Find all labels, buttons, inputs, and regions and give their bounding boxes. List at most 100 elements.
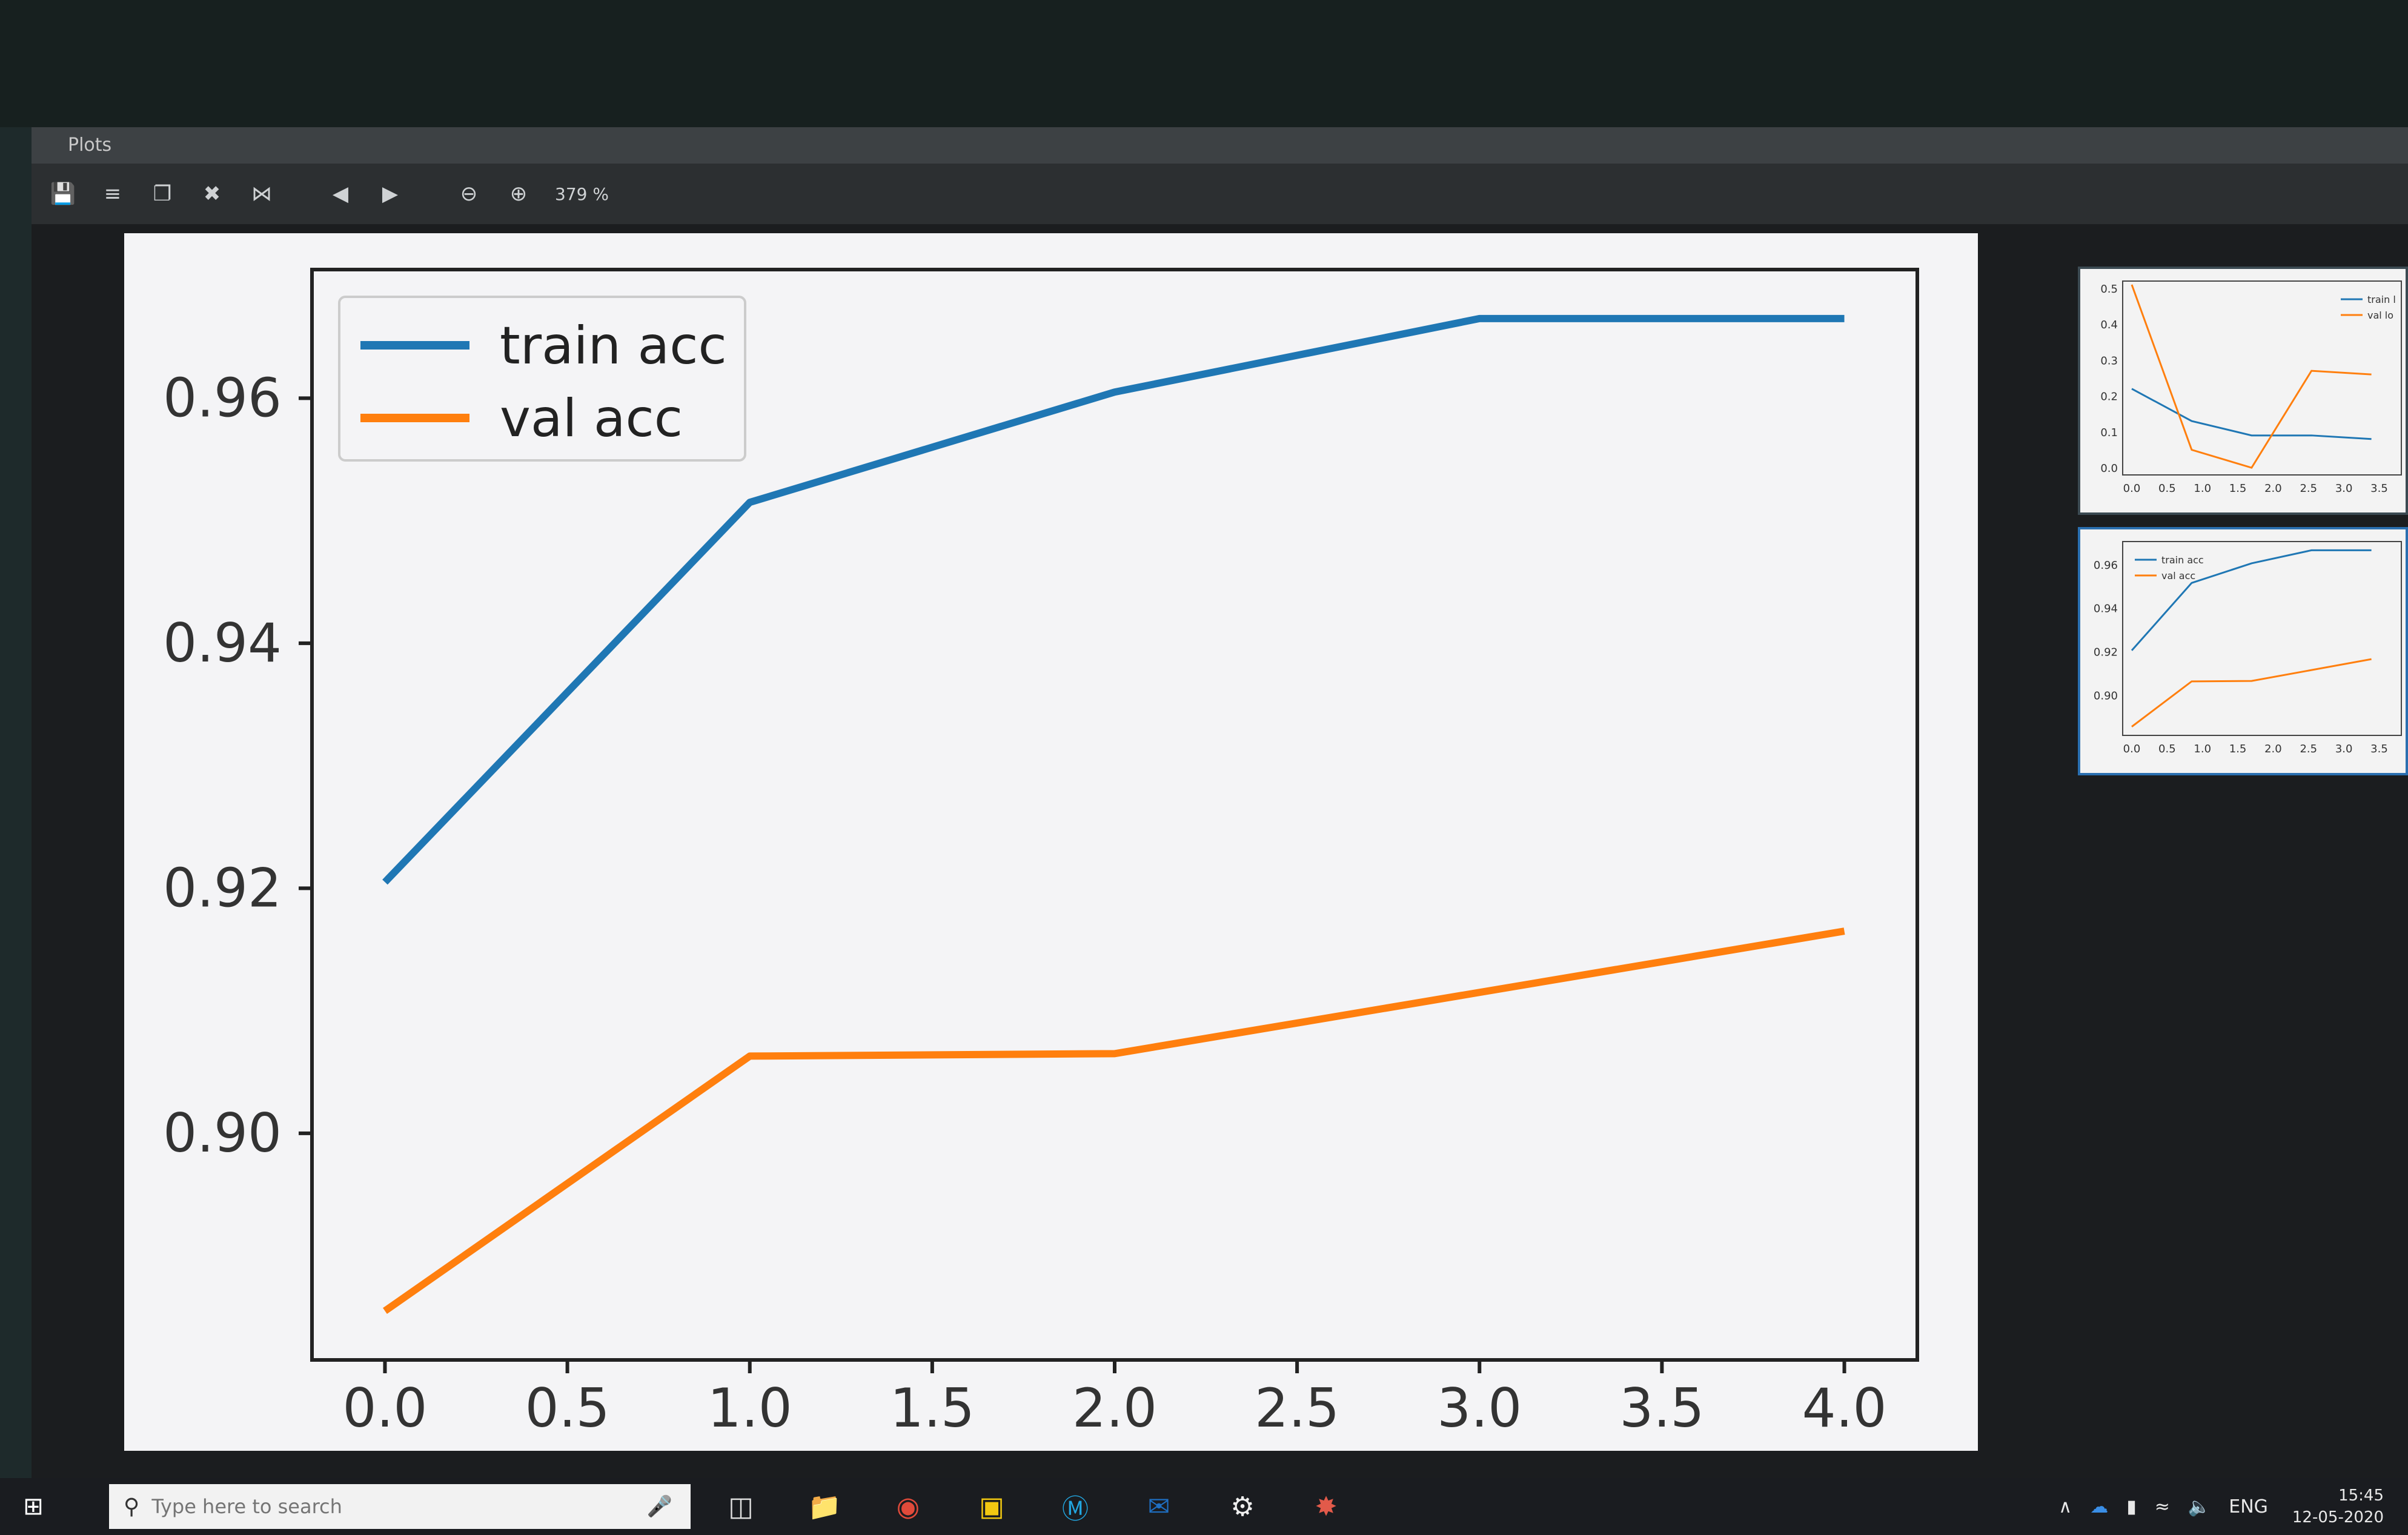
pane-titlebar: Plots [32,127,2408,164]
thumb-x-tick-label: 0.0 [2123,743,2141,755]
thumb-x-tick-label: 2.0 [2264,743,2282,755]
x-tick-label: 4.0 [1802,1377,1887,1439]
x-tick-label: 2.5 [1255,1377,1339,1439]
thumb-x-tick-label: 2.5 [2300,743,2317,755]
save-all-plots-button[interactable]: ≡ [95,176,131,212]
copy-plot-button[interactable]: ❐ [144,176,181,212]
clock-time: 15:45 [2338,1487,2384,1505]
series-line-val-acc [383,927,1845,1315]
monitor-bezel [0,0,2408,127]
zoom-out-icon: ⊖ [460,182,478,206]
language-indicator[interactable]: ENG [2229,1496,2268,1517]
clock[interactable]: 15:45 12-05-2020 [2292,1485,2384,1528]
taskbar-search[interactable]: ⚲ 🎤 [109,1484,691,1529]
search-input[interactable] [150,1494,614,1519]
floppy-disk-icon: 💾 [50,182,76,206]
thumb-legend-label: train acc [2161,554,2204,566]
zoom-out-button[interactable]: ⊖ [451,176,487,212]
thumb-y-tick-label: 0.2 [2100,391,2118,403]
x-tick-label: 1.5 [890,1377,975,1439]
x-tick-label: 1.0 [708,1377,792,1439]
y-tick-label: 0.96 [163,366,282,429]
volume-icon[interactable]: 🔈 [2187,1496,2211,1517]
start-button[interactable]: ⊞ [0,1478,67,1535]
onedrive-cloud-icon[interactable]: ☁ [2090,1496,2109,1517]
x-tick-label: 2.0 [1072,1377,1157,1439]
thumbnail-accuracy-plot[interactable]: 0.90 0.92 0.94 0.96 0.0 0.5 1.0 1.5 2.0 2.5 3.0 3.5… [2078,527,2408,775]
thumb-x-tick-label: 3.0 [2335,482,2353,495]
battery-icon[interactable]: ▮ [2126,1496,2137,1517]
zoom-in-button[interactable]: ⊕ [500,176,537,212]
arrow-right-circle-icon: ▶ [382,182,399,206]
remove-all-plots-button[interactable]: ⋈ [244,176,280,212]
thumb-series-line [2131,388,2372,440]
thumb-x-tick-label: 0.5 [2158,743,2176,755]
thumb-x-tick-label: 3.5 [2370,482,2388,495]
thumbnail-chart-2: 0.90 0.92 0.94 0.96 0.0 0.5 1.0 1.5 2.0 2.5 3.0 3.5… [2094,541,2402,755]
thumbnail-loss-plot[interactable]: 0.0 0.1 0.2 0.3 0.4 0.5 0.0 0.5 1.0 1.5 2.0 2.5 3.0 3… [2078,267,2408,515]
pane-title: Plots [68,134,112,156]
x-tick-label: 3.0 [1437,1377,1522,1439]
thumb-legend-label: train l [2367,294,2396,305]
thumb-x-tick-label: 1.0 [2194,743,2211,755]
thumb-series-line [2131,658,2372,728]
thumb-x-tick-label: 3.0 [2335,743,2353,755]
system-tray: ∧ ☁ ▮ ≈ 🔈 ENG 15:45 12-05-2020 [2040,1478,2384,1535]
x-tick-label: 0.5 [525,1377,610,1439]
legend-label: train acc [500,316,727,376]
thumb-y-tick-label: 0.3 [2100,354,2118,367]
spyder-icon[interactable]: ✸ [1315,1491,1338,1522]
thumb-x-tick-label: 2.0 [2264,482,2282,495]
thumb-y-tick-label: 0.92 [2094,646,2118,659]
thumb-y-tick-label: 0.1 [2100,426,2118,439]
windows-logo-icon: ⊞ [23,1493,44,1520]
thumb-x-tick-label: 0.0 [2123,482,2141,495]
legend: train acc val acc [338,296,746,462]
x-tick-label: 3.5 [1619,1377,1704,1439]
accuracy-chart: 0.0 0.5 1.0 1.5 2.0 2.5 3.0 3.5 4.0 0.90 0.92 0.94 0… [163,268,1919,1439]
save-all-icon: ≡ [104,182,122,206]
skype-icon[interactable]: Ⓜ [1062,1494,1089,1525]
thumb-legend-label: val acc [2161,570,2195,582]
thumb-y-tick-label: 0.0 [2100,462,2118,475]
wifi-icon[interactable]: ≈ [2154,1496,2170,1517]
file-explorer-icon[interactable]: 📁 [808,1491,841,1522]
taskbar: ⊞ ⚲ 🎤 ◫ 📁 ◉ ▣ Ⓜ ✉ ⚙ ✸ ∧ ☁ ▮ ≈ 🔈 ENG 15:4… [0,1478,2408,1535]
search-icon: ⚲ [124,1494,140,1519]
x-tick-label: 0.0 [342,1377,427,1439]
settings-gear-icon[interactable]: ⚙ [1230,1491,1255,1522]
save-plot-button[interactable]: 💾 [45,176,81,212]
close-all-icon: ⋈ [251,182,272,206]
task-view-icon[interactable]: ◫ [728,1491,754,1522]
plot-thumbnails: 0.0 0.1 0.2 0.3 0.4 0.5 0.0 0.5 1.0 1.5 2.0 2.5 3.0 3… [2078,267,2408,787]
remove-plot-button[interactable]: ✖ [194,176,230,212]
thumb-x-tick-label: 1.5 [2229,482,2247,495]
thumb-y-tick-label: 0.5 [2100,283,2118,296]
previous-plot-button[interactable]: ◀ [322,176,359,212]
arrow-left-circle-icon: ◀ [332,182,349,206]
outlook-icon[interactable]: ✉ [1147,1491,1170,1522]
chevron-up-icon[interactable]: ∧ [2058,1496,2072,1517]
zoom-in-icon: ⊕ [509,182,528,206]
thumb-series-line [2131,284,2372,469]
zoom-level: 379 % [555,184,609,204]
thumb-x-tick-label: 0.5 [2158,482,2176,495]
y-tick-label: 0.90 [163,1102,282,1164]
thumb-x-tick-label: 3.5 [2370,743,2388,755]
thumb-y-tick-label: 0.94 [2094,603,2118,615]
thumb-series-line [2131,549,2372,651]
y-tick-label: 0.92 [163,857,282,919]
legend-label: val acc [500,388,683,449]
thumb-x-tick-label: 1.0 [2194,482,2211,495]
next-plot-button[interactable]: ▶ [372,176,408,212]
thumb-x-tick-label: 1.5 [2229,743,2247,755]
series-line-train-acc [382,314,1845,885]
microphone-icon[interactable]: 🎤 [646,1494,672,1519]
sticky-notes-icon[interactable]: ▣ [979,1491,1004,1522]
y-tick-label: 0.94 [163,612,282,674]
close-x-icon: ✖ [203,182,221,206]
thumb-frame [2122,541,2402,736]
thumb-y-tick-label: 0.96 [2094,559,2118,572]
thumb-frame [2122,280,2402,476]
chrome-icon[interactable]: ◉ [896,1491,920,1522]
